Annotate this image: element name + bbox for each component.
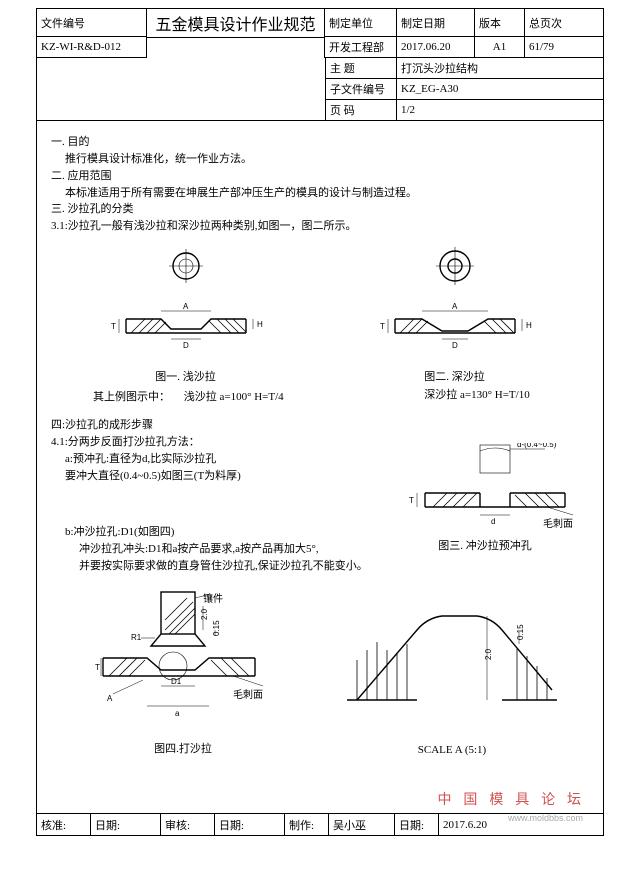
figure-scale-a: 2.0 0.15 SCALE A (5:1): [347, 600, 557, 756]
figure-2: A D T H 图二. 深沙拉: [370, 244, 540, 384]
figure-1: A D T H 图一. 浅沙拉: [101, 244, 271, 384]
sec31: 3.1:沙拉孔一般有浅沙拉和深沙拉两种类别,如图一，图二所示。: [51, 219, 589, 234]
svg-text:R1: R1: [131, 633, 142, 642]
sec4-head: 四:沙拉孔的成形步骤: [51, 418, 589, 433]
unit-label: 制定单位: [325, 9, 397, 37]
rev-label: 版本: [475, 9, 525, 37]
fig1-note: 浅沙拉 a=100° H=T/4: [184, 391, 284, 403]
doc-no: KZ-WI-R&D-012: [37, 37, 147, 58]
footer-date3-label: 日期:: [395, 814, 439, 835]
svg-text:镶件: 镶件: [203, 592, 223, 605]
svg-text:毛刺面: 毛刺面: [543, 518, 573, 530]
header-table: 文件编号 五金模具设计作业规范 制定单位 制定日期 版本 总页次 KZ-WI-R…: [37, 9, 603, 121]
svg-text:T: T: [409, 496, 414, 505]
body: 一. 目的 推行模具设计标准化，统一作业方法。 二. 应用范围 本标准适用于所有…: [37, 121, 603, 756]
doc-no-label: 文件编号: [37, 9, 147, 37]
figure-4: 镶件 R1 2.0 0.15: [83, 586, 283, 756]
svg-text:D: D: [452, 341, 458, 350]
pages: 61/79: [525, 37, 603, 58]
date-label: 制定日期: [397, 9, 475, 37]
subject-label: 主 题: [325, 58, 397, 79]
sec2-head: 二. 应用范围: [51, 169, 589, 184]
fig4-caption: 图四.打沙拉: [83, 740, 283, 756]
page: 1/2: [397, 100, 603, 120]
svg-text:0.15: 0.15: [212, 620, 221, 636]
svg-text:d: d: [491, 517, 495, 526]
svg-text:H: H: [257, 320, 263, 329]
svg-text:H: H: [526, 321, 532, 330]
sec3-head: 三. 沙拉孔的分类: [51, 202, 589, 217]
subdoc: KZ_EG-A30: [397, 79, 603, 100]
date: 2017.06.20: [397, 37, 475, 58]
svg-text:D1: D1: [171, 677, 182, 686]
svg-text:T: T: [95, 663, 100, 672]
fig3-caption: 图三. 冲沙拉预冲孔: [385, 537, 585, 553]
unit: 开发工程部: [325, 37, 397, 58]
fig1-caption: 图一. 浅沙拉: [101, 368, 271, 384]
svg-text:A: A: [107, 694, 113, 703]
footer-by: 吴小巫: [329, 814, 395, 835]
subject: 打沉头沙拉结构: [397, 58, 603, 79]
svg-text:2.0: 2.0: [200, 608, 209, 620]
example-label: 其上例图示中：: [93, 391, 170, 403]
footer-date1: 日期:: [91, 814, 161, 835]
doc-title: 五金模具设计作业规范: [147, 9, 325, 37]
scale-caption: SCALE A (5:1): [347, 744, 557, 756]
svg-text:0.15: 0.15: [516, 624, 525, 640]
footer-date2: 日期:: [215, 814, 285, 835]
fig2-caption: 图二. 深沙拉: [370, 368, 540, 384]
svg-text:2.0: 2.0: [484, 648, 493, 660]
sec2-body: 本标准适用于所有需要在坤展生产部冲压生产的模具的设计与制造过程。: [51, 186, 589, 201]
subdoc-label: 子文件编号: [325, 79, 397, 100]
svg-text:D: D: [183, 341, 189, 350]
svg-text:a: a: [175, 709, 180, 718]
page-label: 页 码: [325, 100, 397, 120]
rev: A1: [475, 37, 525, 58]
svg-text:d-(0.4~0.5): d-(0.4~0.5): [517, 443, 557, 449]
footer-approve: 核准:: [37, 814, 91, 835]
figure-3: d-(0.4~0.5) T: [385, 443, 585, 553]
watermark-url: www.moldbbs.com: [508, 813, 583, 823]
sec41b3: 并要按实际要求做的直身管住沙拉孔,保证沙拉孔不能变小。: [51, 559, 589, 574]
svg-text:A: A: [183, 302, 189, 311]
svg-text:T: T: [111, 322, 116, 331]
svg-text:毛刺面: 毛刺面: [233, 689, 263, 701]
footer-review: 审核:: [161, 814, 215, 835]
svg-text:A: A: [452, 302, 458, 311]
pages-label: 总页次: [525, 9, 603, 37]
fig2-note: 深沙拉 a=130° H=T/10: [377, 386, 577, 404]
watermark: 中 国 模 具 论 坛: [438, 789, 585, 809]
footer-by-label: 制作:: [285, 814, 329, 835]
svg-text:T: T: [380, 322, 385, 331]
sec1-body: 推行模具设计标准化，统一作业方法。: [51, 152, 589, 167]
sec1-head: 一. 目的: [51, 135, 589, 150]
